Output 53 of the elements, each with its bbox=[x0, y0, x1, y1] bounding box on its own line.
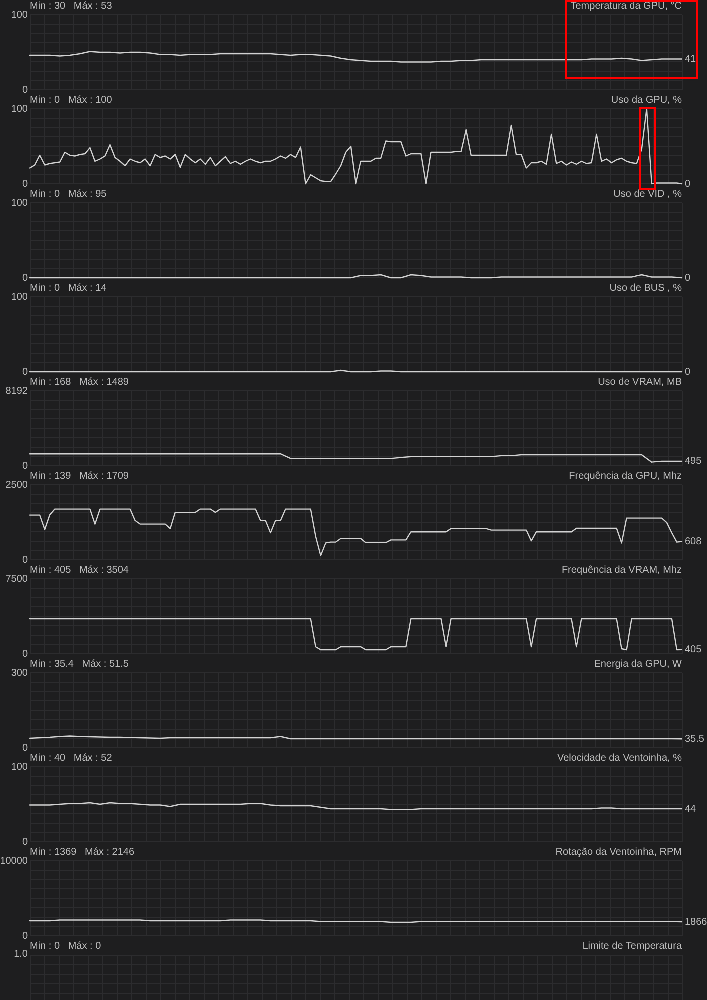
y-tick-label: 2500 bbox=[6, 480, 28, 491]
y-tick-label: 300 bbox=[11, 668, 28, 679]
y-tick-label: 0 bbox=[22, 554, 28, 566]
chart-title: Uso de VID , % bbox=[614, 189, 682, 200]
chart-title: Frequência da VRAM, Mhz bbox=[562, 565, 682, 576]
chart-subtitle: Min : 0 Máx : 95 bbox=[30, 189, 107, 200]
y-tick-label: 100 bbox=[11, 292, 28, 303]
text: Min : 0 Máx : 0 bbox=[30, 941, 102, 952]
y-tick-label: 7500 bbox=[6, 574, 28, 585]
chart-title: Energia da GPU, W bbox=[594, 659, 682, 670]
chart-title: Rotação da Ventoinha, RPM bbox=[556, 847, 682, 858]
chart-title: Velocidade da Ventoinha, % bbox=[557, 753, 682, 764]
y-tick-label: 0 bbox=[22, 742, 28, 754]
chart-title: Uso de VRAM, MB bbox=[598, 377, 682, 388]
chart-subtitle: Min : 0 Máx : 14 bbox=[30, 283, 107, 294]
y-tick-label: 0 bbox=[22, 460, 28, 472]
chart-subtitle: Min : 139 Máx : 1709 bbox=[30, 471, 129, 482]
chart-subtitle: Min : 168 Máx : 1489 bbox=[30, 377, 129, 388]
chart-subtitle: Min : 35.4 Máx : 51.5 bbox=[30, 659, 129, 670]
y-tick-label: 0 bbox=[22, 272, 28, 284]
y-tick-label: 100 bbox=[11, 10, 28, 21]
data-label: 495 bbox=[685, 456, 702, 468]
y-tick-label: 0 bbox=[22, 648, 28, 660]
data-label: 0 bbox=[685, 178, 691, 190]
chart-subtitle: Min : 40 Máx : 52 bbox=[30, 753, 112, 764]
chart-title: Uso de BUS , % bbox=[610, 283, 682, 294]
y-tick-label: 100 bbox=[11, 104, 28, 115]
chart-title: Uso da GPU, % bbox=[611, 95, 682, 106]
y-tick-label: 0 bbox=[22, 84, 28, 96]
y-tick-label: 10000 bbox=[0, 856, 28, 867]
y-tick-label: 8192 bbox=[6, 386, 28, 397]
data-label: 405 bbox=[685, 644, 702, 656]
data-label: 44 bbox=[685, 804, 697, 815]
y-tick-label: 0 bbox=[22, 836, 28, 848]
data-label: 35.5 bbox=[685, 734, 705, 745]
y-tick-label: 0 bbox=[22, 930, 28, 942]
y-tick-label: 0 bbox=[22, 366, 28, 378]
chart-subtitle: Min : 1369 Máx : 2146 bbox=[30, 847, 135, 858]
data-label: 41 bbox=[685, 54, 697, 65]
chart-subtitle: Min : 30 Máx : 53 bbox=[30, 1, 112, 12]
chart-subtitle: Min : 405 Máx : 3504 bbox=[30, 565, 129, 576]
data-label: 0 bbox=[685, 272, 691, 284]
data-label: 0 bbox=[685, 366, 691, 378]
chart-title: Temperatura da GPU, °C bbox=[570, 1, 682, 12]
text: 1.0 bbox=[14, 949, 28, 960]
text: Limite de Temperatura bbox=[582, 941, 682, 952]
chart-subtitle: Min : 0 Máx : 100 bbox=[30, 95, 112, 106]
data-label: 608 bbox=[685, 536, 702, 548]
y-tick-label: 100 bbox=[11, 198, 28, 209]
chart-title: Frequência da GPU, Mhz bbox=[569, 471, 682, 482]
data-label: 1866 bbox=[685, 916, 707, 928]
y-tick-label: 0 bbox=[22, 178, 28, 190]
y-tick-label: 100 bbox=[11, 762, 28, 773]
